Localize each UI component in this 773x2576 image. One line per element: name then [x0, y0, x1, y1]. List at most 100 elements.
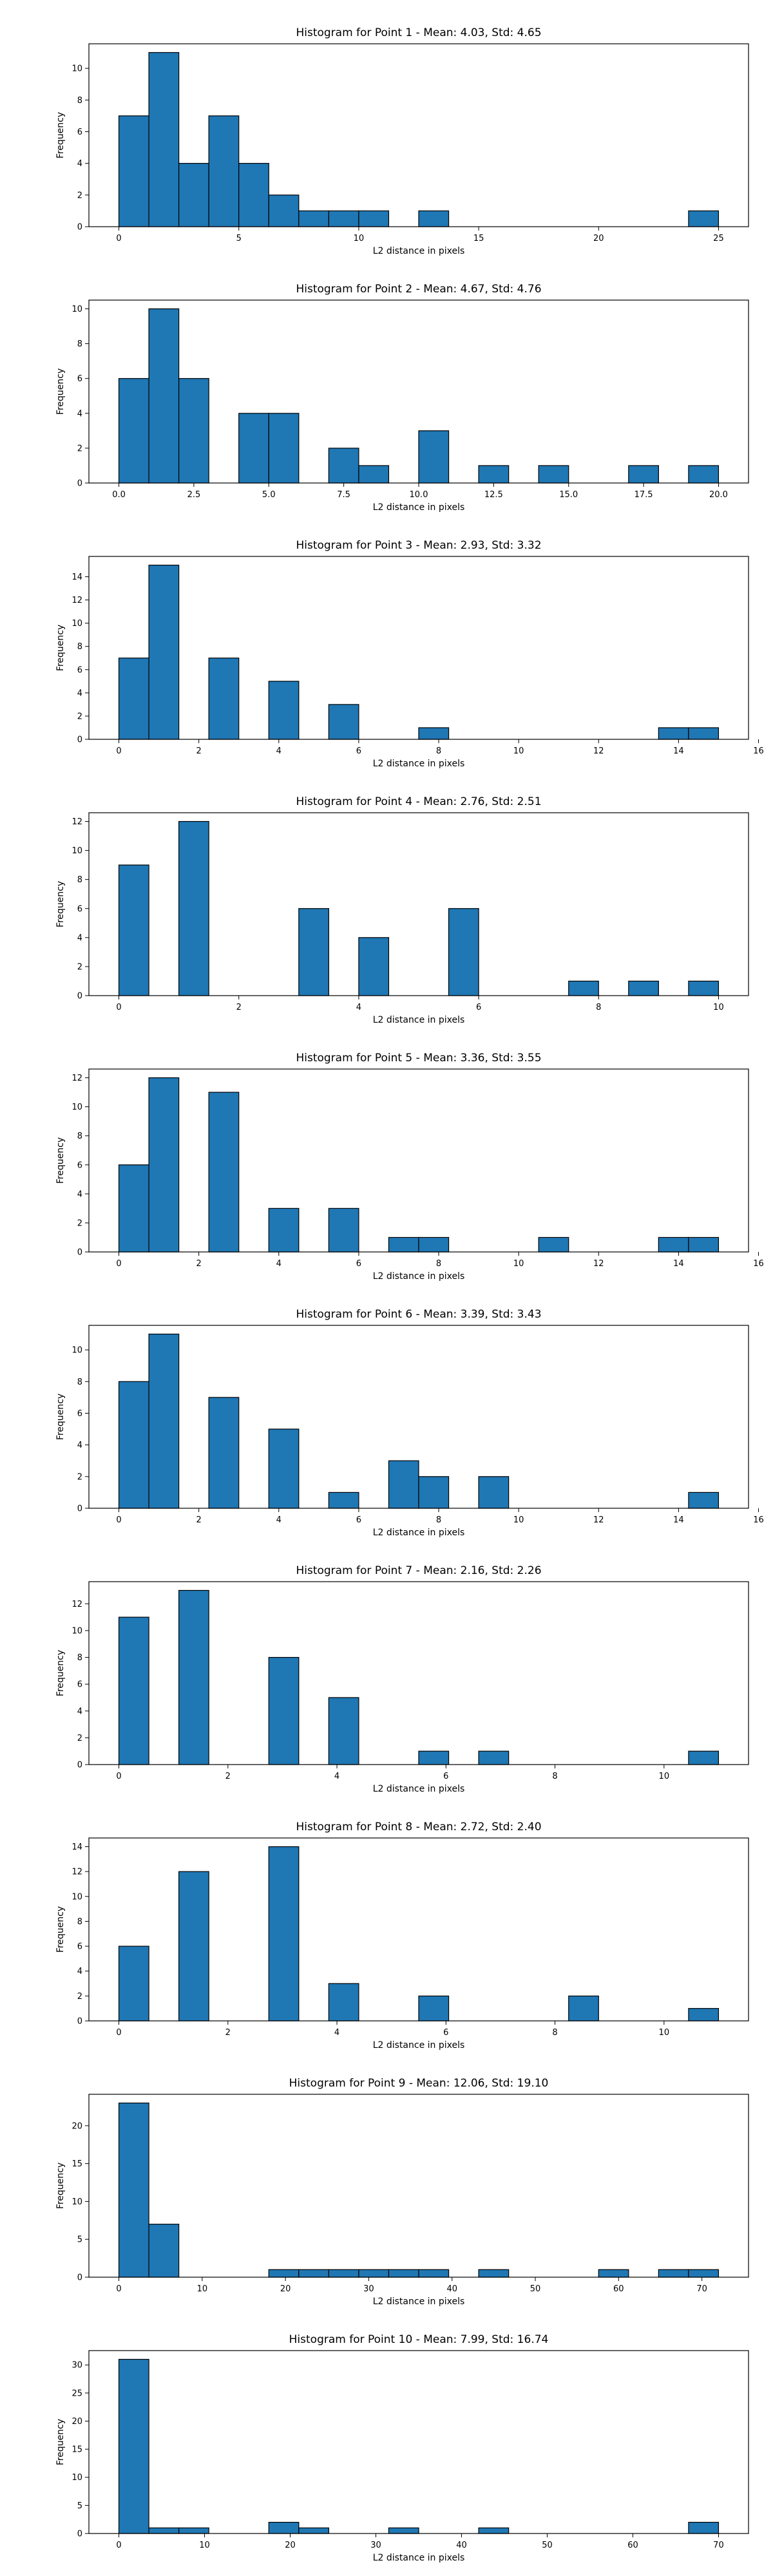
histogram-bar: [418, 727, 450, 740]
histogram-bar: [478, 465, 510, 484]
x-tick-label: 60: [613, 2284, 624, 2294]
x-tick-label: 2.5: [187, 490, 201, 500]
y-tick-label: 4: [77, 1441, 82, 1450]
axes-frame: [88, 1581, 749, 1765]
histogram-panel-7: Histogram for Point 7 - Mean: 2.16, Std:…: [55, 1564, 749, 1794]
histogram-bar: [268, 2521, 300, 2534]
y-tick-label: 8: [77, 642, 82, 652]
y-tick-label: 12: [72, 596, 82, 605]
y-tick-label: 2: [77, 444, 82, 453]
histogram-bar: [328, 1983, 359, 2022]
histogram-bar: [268, 681, 300, 740]
histogram-bar: [298, 908, 329, 996]
y-tick-label: 10: [72, 846, 82, 856]
histogram-bar: [118, 1164, 149, 1253]
x-axis-label: L2 distance in pixels: [373, 759, 465, 769]
x-tick-label: 10: [197, 2284, 208, 2294]
x-tick-label: 0: [116, 234, 121, 243]
y-tick-label: 2: [77, 1472, 82, 1482]
y-axis-label: Frequency: [55, 625, 66, 671]
y-tick-label: 14: [72, 573, 82, 582]
y-tick-label: 6: [77, 665, 82, 675]
x-tick-label: 2: [236, 1003, 242, 1012]
y-tick-label: 2: [77, 1218, 82, 1228]
x-axis-label: L2 distance in pixels: [373, 502, 465, 513]
histogram-bar: [418, 1476, 450, 1509]
y-tick-label: 8: [77, 1378, 82, 1387]
axes-frame: [88, 1068, 749, 1253]
y-tick-label: 15: [72, 2159, 82, 2169]
histogram-bar: [328, 704, 359, 740]
histogram-bar: [538, 1236, 569, 1253]
y-tick-label: 10: [72, 64, 82, 74]
y-axis-label: Frequency: [55, 881, 66, 927]
y-tick-label: 12: [72, 1074, 82, 1083]
histogram-bar: [478, 2527, 510, 2534]
axes-frame: [88, 2350, 749, 2534]
x-axis-label: L2 distance in pixels: [373, 1784, 465, 1794]
histogram-bar: [208, 1092, 240, 1253]
histogram-bar: [328, 1697, 359, 1765]
axes-frame: [88, 812, 749, 996]
x-tick-label: 15.0: [559, 490, 578, 500]
x-tick-label: 12.5: [484, 490, 503, 500]
chart-title: Histogram for Point 6 - Mean: 3.39, Std:…: [296, 1308, 541, 1321]
y-tick-label: 2: [77, 962, 82, 972]
y-tick-label: 6: [77, 1942, 82, 1952]
histogram-bar: [298, 2527, 329, 2534]
x-tick-label: 17.5: [635, 490, 653, 500]
y-tick-label: 2: [77, 1992, 82, 2002]
histogram-panel-9: Histogram for Point 9 - Mean: 12.06, Std…: [55, 2077, 749, 2307]
y-tick-label: 4: [77, 933, 82, 943]
histogram-bar: [418, 2269, 450, 2278]
chart-title: Histogram for Point 4 - Mean: 2.76, Std:…: [296, 795, 541, 808]
histogram-bar: [388, 2527, 419, 2534]
histogram-bar: [688, 980, 720, 996]
histogram-bar: [298, 2269, 329, 2278]
x-axis-label: L2 distance in pixels: [373, 246, 465, 256]
y-tick-label: 2: [77, 191, 82, 200]
histogram-panel-6: Histogram for Point 6 - Mean: 3.39, Std:…: [55, 1308, 764, 1538]
x-tick-label: 0: [116, 1515, 121, 1525]
x-tick-label: 6: [443, 1772, 448, 1781]
chart-title: Histogram for Point 10 - Mean: 7.99, Std…: [289, 2333, 549, 2346]
x-tick-label: 0: [116, 1003, 121, 1012]
x-tick-label: 10: [659, 2028, 670, 2038]
y-axis-label: Frequency: [55, 2419, 66, 2465]
histogram-bar: [328, 448, 359, 484]
y-tick-label: 6: [77, 374, 82, 384]
y-tick-label: 4: [77, 1967, 82, 1976]
x-tick-label: 6: [476, 1003, 481, 1012]
axes-frame: [88, 1837, 749, 2022]
histogram-bar: [268, 1846, 300, 2022]
x-tick-label: 5.0: [262, 490, 276, 500]
x-tick-label: 4: [276, 1515, 282, 1525]
histogram-bar: [118, 2358, 149, 2534]
x-tick-label: 6: [356, 1515, 361, 1525]
histogram-bar: [208, 1397, 240, 1509]
histogram-bar: [328, 2269, 359, 2278]
histogram-bar: [208, 115, 240, 227]
x-tick-label: 6: [356, 746, 361, 756]
histogram-bar: [658, 2269, 689, 2278]
histogram-bar: [478, 1476, 510, 1509]
x-axis-label: L2 distance in pixels: [373, 1271, 465, 1282]
x-tick-label: 8: [436, 1515, 441, 1525]
x-tick-label: 2: [196, 1259, 202, 1269]
y-tick-label: 25: [72, 2389, 82, 2398]
x-tick-label: 4: [334, 2028, 339, 2038]
histogram-bar: [478, 1750, 510, 1765]
histogram-bar: [148, 564, 180, 740]
histogram-bar: [418, 1750, 450, 1765]
histogram-bar: [598, 2269, 629, 2278]
histogram-bar: [148, 1333, 180, 1509]
y-tick-label: 10: [72, 619, 82, 629]
y-tick-label: 4: [77, 159, 82, 169]
y-tick-label: 0: [77, 992, 82, 1001]
x-tick-label: 10: [659, 1772, 670, 1781]
chart-title: Histogram for Point 9 - Mean: 12.06, Std…: [289, 2077, 549, 2090]
x-tick-label: 12: [593, 746, 604, 756]
y-tick-label: 20: [72, 2417, 82, 2427]
y-tick-label: 12: [72, 1868, 82, 1877]
